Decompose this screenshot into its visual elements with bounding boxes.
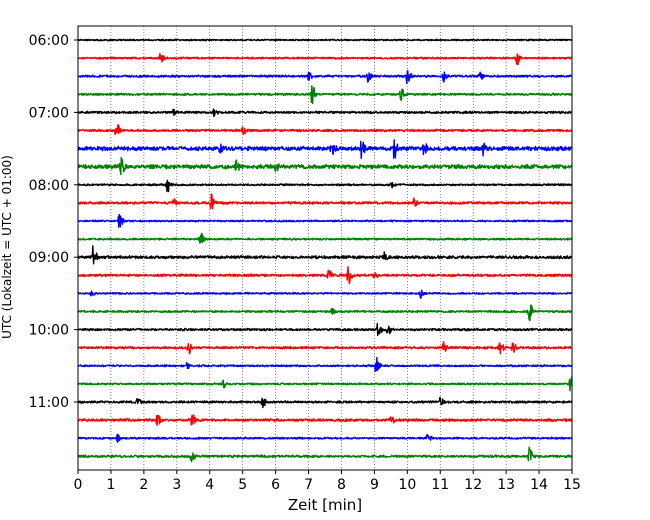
trace-line: [77, 356, 573, 372]
trace-line: [77, 396, 573, 409]
plot-frame: [77, 25, 573, 471]
y-tick-label: 10:00: [29, 323, 69, 339]
trace-line: [77, 108, 573, 118]
x-tick-label: 0: [74, 477, 83, 493]
trace-line: [77, 433, 573, 443]
trace-line: [77, 304, 573, 322]
x-tick-label: 4: [205, 477, 214, 493]
trace-line: [77, 245, 573, 265]
grid-lines: [110, 26, 540, 470]
x-tick-label: 6: [271, 477, 280, 493]
y-tick-label: 07:00: [29, 105, 69, 121]
trace-group: [77, 38, 573, 463]
trace-line: [77, 139, 573, 160]
x-tick-label: 11: [431, 477, 449, 493]
x-tick-label: 7: [304, 477, 313, 493]
y-axis-label: UTC (Lokalzeit = UTC + 01:00): [0, 155, 14, 339]
x-tick-label: 13: [497, 477, 515, 493]
trace-line: [77, 124, 573, 136]
trace-line: [77, 266, 573, 285]
x-tick-label: 12: [464, 477, 482, 493]
y-tick-label: 11:00: [29, 395, 69, 411]
trace-line: [77, 446, 573, 463]
trace-line: [77, 322, 573, 337]
trace-line: [77, 85, 573, 105]
y-tick-label: 06:00: [29, 33, 69, 49]
y-tick-label: 08:00: [29, 178, 69, 194]
trace-line: [77, 376, 573, 392]
x-tick-label: 15: [563, 477, 581, 493]
x-tick-label: 5: [238, 477, 247, 493]
y-axis-ticks: 06:00 07:00 08:00 09:00 10:00 11:00: [29, 33, 78, 411]
x-tick-label: 14: [530, 477, 548, 493]
trace-line: [77, 341, 573, 355]
trace-line: [77, 52, 573, 66]
trace-line: [77, 179, 573, 193]
trace-line: [77, 38, 573, 42]
trace-line: [77, 414, 573, 427]
trace-line: [77, 232, 573, 244]
x-tick-label: 10: [398, 477, 416, 493]
x-tick-label: 2: [139, 477, 148, 493]
trace-line: [77, 193, 573, 210]
x-axis-ticks: 0 1 2 3 4 5 6 7 8 9 10 11 12 13 14 15: [74, 470, 581, 493]
x-tick-label: 3: [172, 477, 181, 493]
x-tick-label: 1: [106, 477, 115, 493]
trace-line: [77, 213, 573, 228]
x-tick-label: 9: [370, 477, 379, 493]
trace-line: [77, 156, 573, 176]
y-tick-label: 09:00: [29, 250, 69, 266]
trace-line: [77, 70, 573, 85]
trace-line: [77, 289, 573, 299]
x-tick-label: 8: [337, 477, 346, 493]
x-axis-label: Zeit [min]: [288, 496, 362, 514]
